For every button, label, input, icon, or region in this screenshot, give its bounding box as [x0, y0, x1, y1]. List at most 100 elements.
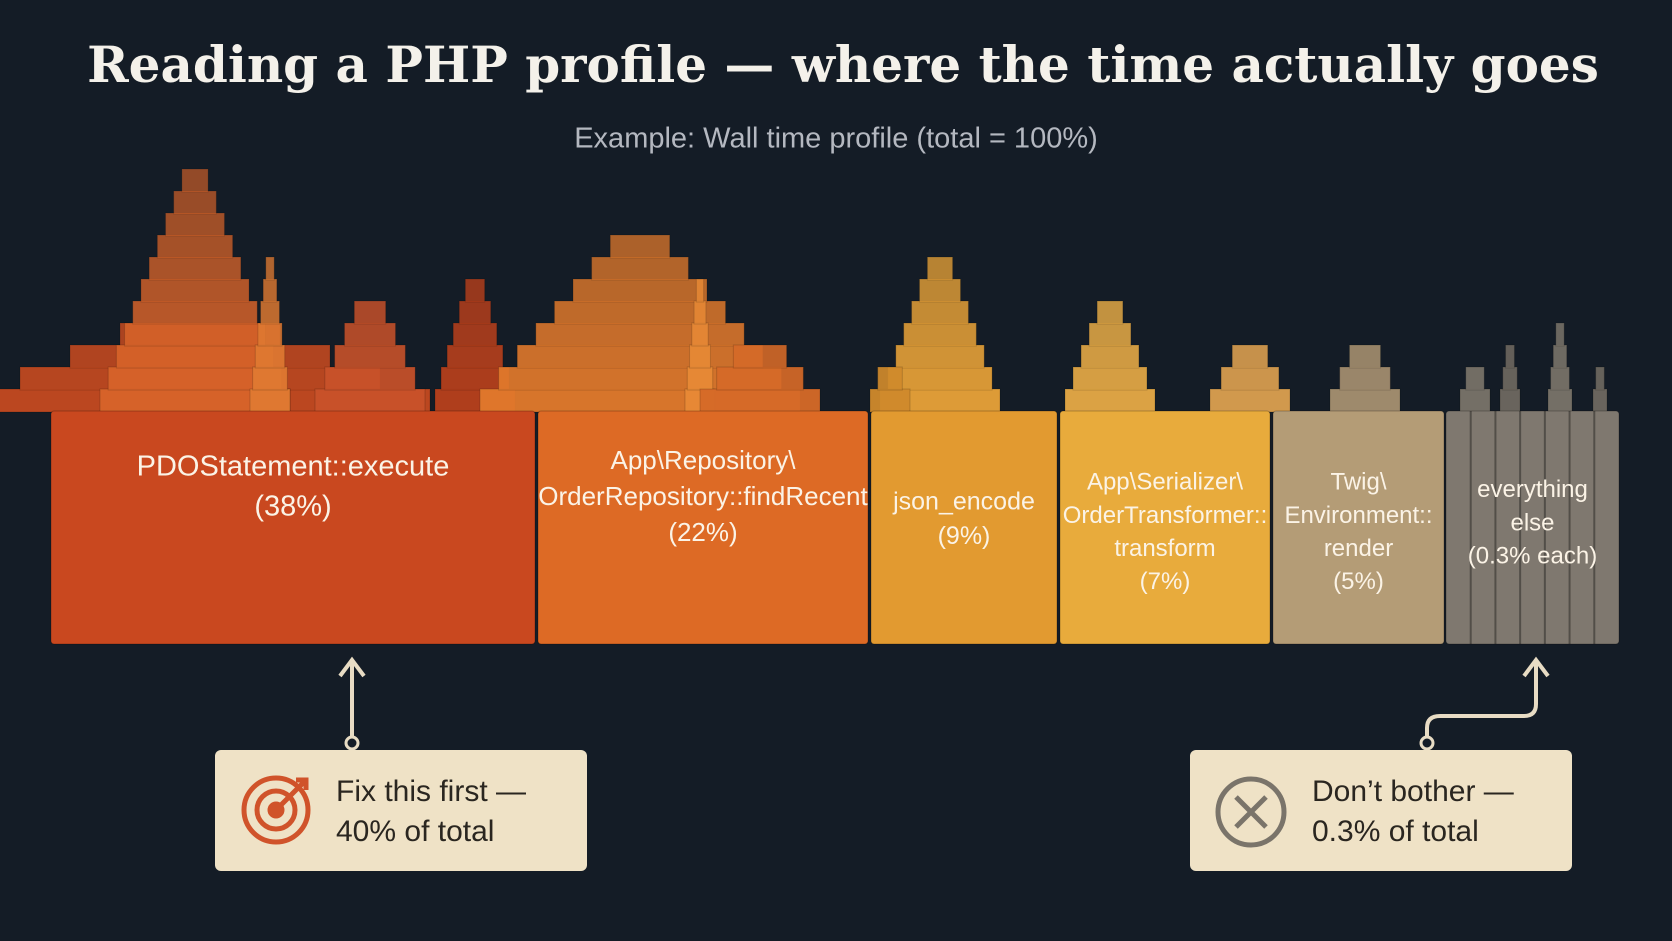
flame-blocks: PDOStatement::execute(38%) App\Repository…	[50, 410, 1620, 645]
callout-text: Fix this first —	[336, 775, 526, 808]
callout-box	[1190, 750, 1572, 871]
flame-frame	[115, 344, 275, 369]
flame-frame	[686, 366, 714, 391]
flame-frame	[591, 256, 689, 281]
flame-frame	[516, 344, 764, 369]
flame-frame	[1502, 366, 1518, 391]
block-label: Environment::	[1284, 502, 1432, 529]
flame-frame	[1072, 366, 1148, 391]
block	[1272, 410, 1445, 645]
block-label: Twig\	[1330, 469, 1386, 496]
x-icon	[1215, 776, 1287, 848]
block-label: else	[1510, 509, 1554, 536]
block	[50, 410, 536, 645]
flame-frame	[353, 300, 387, 325]
flame-frame	[257, 322, 283, 347]
block-share: (5%)	[1333, 568, 1384, 595]
flame-frame	[458, 300, 492, 325]
block	[1059, 410, 1271, 645]
block-share: (9%)	[938, 522, 991, 550]
flame-towers	[0, 168, 1608, 413]
arrow-dot	[1419, 735, 1435, 751]
flame-frame	[464, 278, 486, 303]
block-label: transform	[1114, 535, 1215, 562]
flame-frame	[262, 278, 278, 303]
arrow-head	[1522, 656, 1550, 678]
subtitle: Example: Wall time profile (total = 100%…	[574, 123, 1098, 155]
flame-frame	[252, 366, 288, 391]
flame-frame	[140, 278, 250, 303]
flame-frame	[324, 366, 416, 391]
flame-frame	[535, 322, 745, 347]
block-share: (0.3% each)	[1468, 542, 1597, 569]
flame-frame	[1339, 366, 1391, 391]
block	[870, 410, 1058, 645]
block	[537, 410, 869, 645]
block-label: everything	[1477, 476, 1588, 503]
block-label: render	[1324, 535, 1393, 562]
flame-frame	[1220, 366, 1280, 391]
flame-frame	[314, 388, 426, 413]
flame-frame	[895, 344, 985, 369]
flame-frame	[181, 168, 209, 193]
flame-frame	[446, 344, 504, 369]
flame-frame	[124, 322, 266, 347]
flame-frame	[1552, 344, 1568, 369]
flame-frame	[165, 212, 225, 237]
flame-frame	[1080, 344, 1140, 369]
flame-frame	[334, 344, 406, 369]
arrow-dot	[344, 735, 360, 751]
flame-frame	[877, 366, 903, 391]
block-share: (38%)	[254, 491, 331, 523]
flame-frame	[132, 300, 258, 325]
flame-frame	[1547, 388, 1573, 413]
block-label: OrderTransformer::	[1063, 502, 1267, 529]
flame-frame	[156, 234, 234, 259]
flame-frame	[699, 388, 821, 413]
flame-frame	[1064, 388, 1156, 413]
flame-frame	[903, 322, 977, 347]
flame-frame	[173, 190, 217, 215]
flame-frame	[452, 322, 498, 347]
arrow-right	[1425, 662, 1538, 743]
flame-frame	[1550, 366, 1570, 391]
callout-text: Don’t bother —	[1312, 775, 1514, 808]
block-share: (22%)	[668, 517, 737, 547]
block	[1445, 410, 1620, 645]
flame-frame	[1459, 388, 1491, 413]
flame-frame	[691, 322, 709, 347]
flame-frame	[254, 344, 286, 369]
flame-frame	[716, 366, 804, 391]
flame-frame	[1329, 388, 1401, 413]
flame-frame	[1592, 388, 1608, 413]
block-label: json_encode	[892, 487, 1035, 515]
flame-frame	[609, 234, 671, 259]
arrow-head	[338, 656, 366, 678]
flame-frame	[1348, 344, 1382, 369]
flame-frame	[1555, 322, 1565, 347]
flame-frame	[1088, 322, 1132, 347]
flame-frame	[911, 300, 969, 325]
target-icon	[241, 775, 311, 845]
flame-frame	[148, 256, 242, 281]
block-label: App\Serializer\	[1087, 469, 1243, 496]
flame-frame	[869, 388, 911, 413]
arrows	[350, 662, 1538, 743]
flame-frame	[265, 256, 275, 281]
flame-frame	[1595, 366, 1605, 391]
block-label: OrderRepository::findRecent	[538, 481, 868, 511]
flame-frame	[926, 256, 954, 281]
flame-frame	[343, 322, 397, 347]
flame-frame	[887, 366, 993, 391]
block-label: PDOStatement::execute	[137, 451, 450, 483]
flame-frame	[260, 300, 280, 325]
title: Reading a PHP profile — where the time a…	[87, 35, 1599, 94]
flame-frame	[689, 344, 711, 369]
callout-text: 0.3% of total	[1312, 815, 1479, 848]
flame-frame	[695, 278, 705, 303]
flame-frame	[1465, 366, 1485, 391]
block-label: App\Repository\	[611, 445, 797, 475]
flame-frame	[732, 344, 788, 369]
